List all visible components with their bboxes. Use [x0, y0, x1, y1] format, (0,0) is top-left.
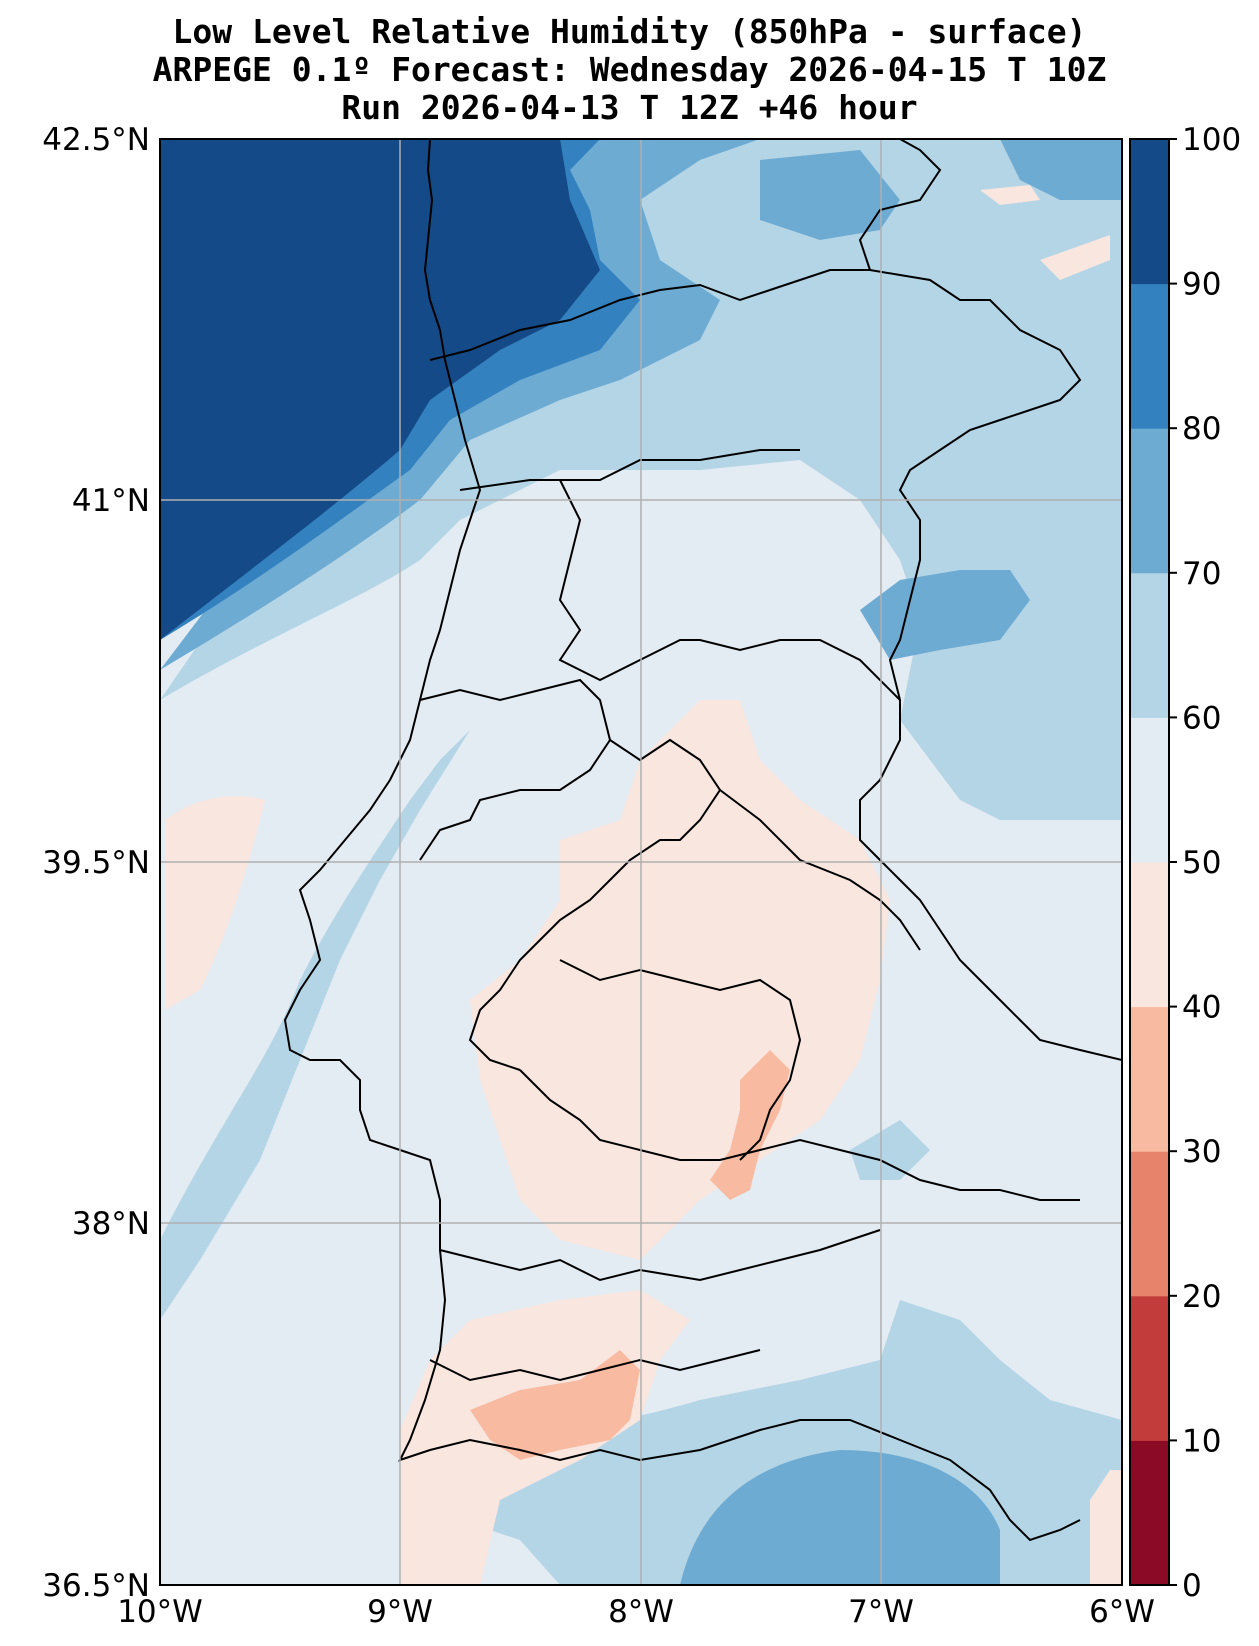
field-40-50-ne-spot-2 [1040, 235, 1110, 280]
district-border-9 [429, 1349, 761, 1382]
colorbar-label: 90 [1182, 267, 1221, 303]
colorbar-segment [1130, 572, 1169, 718]
district-border-4 [468, 738, 722, 1071]
field-60-70-west-strip [160, 730, 470, 1320]
spain-border [429, 269, 1122, 1061]
gridlines [160, 139, 1122, 1585]
lon-label: 9°W [367, 1594, 433, 1630]
lat-label: 39.5°N [42, 845, 150, 881]
colorbar-segment [1130, 717, 1169, 863]
coastline [283, 139, 1081, 1542]
colorbar: 0 10 20 30 40 50 60 70 80 90 100 [1129, 122, 1241, 1604]
district-border-7 [519, 1069, 1080, 1201]
colorbar-label: 30 [1182, 1134, 1221, 1170]
colorbar-segment [1130, 283, 1169, 429]
district-border-2 [558, 479, 901, 701]
field-70-80-northeast [760, 150, 900, 240]
colorbar-label: 0 [1182, 1568, 1202, 1604]
colorbar-label: 50 [1182, 845, 1221, 881]
district-border-8 [439, 1229, 881, 1282]
colorbar-label: 80 [1182, 411, 1221, 447]
lon-label: 8°W [608, 1594, 674, 1630]
colorbar-label: 10 [1182, 1423, 1221, 1459]
title-line-2: ARPEGE 0.1º Forecast: Wednesday 2026-04-… [152, 50, 1107, 89]
lat-label: 42.5°N [42, 122, 150, 158]
lat-label: 38°N [72, 1206, 150, 1242]
lon-label: 7°W [848, 1594, 914, 1630]
colorbar-segment [1130, 1295, 1169, 1441]
colorbar-label: 60 [1182, 700, 1221, 736]
district-border-1 [459, 449, 800, 491]
field-30-40-south [470, 1350, 640, 1460]
colorbar-segment [1130, 1151, 1169, 1297]
colorbar-segment [1130, 139, 1169, 285]
lon-label: 10°W [117, 1594, 203, 1630]
map-frame [159, 138, 1123, 1586]
field-90-100 [160, 139, 600, 640]
longitude-labels: 10°W 9°W 8°W 7°W 6°W [117, 1594, 1155, 1630]
colorbar-segment [1130, 862, 1169, 1008]
spain-border-2 [858, 139, 942, 271]
lat-label: 36.5°N [42, 1568, 150, 1604]
district-border-3 [419, 678, 612, 861]
colorbar-label: 70 [1182, 556, 1221, 592]
lat-label: 41°N [72, 483, 150, 519]
field-40-50-ne-spot [980, 185, 1040, 205]
field-40-50-west [165, 796, 265, 1010]
colorbar-segment [1130, 428, 1169, 574]
colorbar-label: 100 [1182, 122, 1241, 158]
field-60-70-east-spot [850, 1120, 930, 1180]
colorbar-segment [1130, 1006, 1169, 1152]
title-line-3: Run 2026-04-13 T 12Z +46 hour [341, 88, 918, 127]
borders [283, 139, 1122, 1542]
colorbar-label: 40 [1182, 990, 1221, 1026]
latitude-labels: 42.5°N 41°N 39.5°N 38°N 36.5°N [42, 122, 150, 1604]
district-border-6 [559, 959, 802, 1161]
colorbar-label: 20 [1182, 1279, 1221, 1315]
field-40-50-se-corner [1090, 1470, 1122, 1585]
district-border-5 [719, 789, 921, 951]
field-30-40-central [710, 1050, 790, 1200]
field-70-80-south [680, 1450, 1000, 1585]
field-70-80-ne-corner [1000, 139, 1122, 200]
colorbar-segment [1130, 1440, 1169, 1586]
title-line-1: Low Level Relative Humidity (850hPa - su… [172, 12, 1087, 51]
lon-label: 6°W [1089, 1594, 1155, 1630]
field-70-80-inland [860, 570, 1030, 660]
